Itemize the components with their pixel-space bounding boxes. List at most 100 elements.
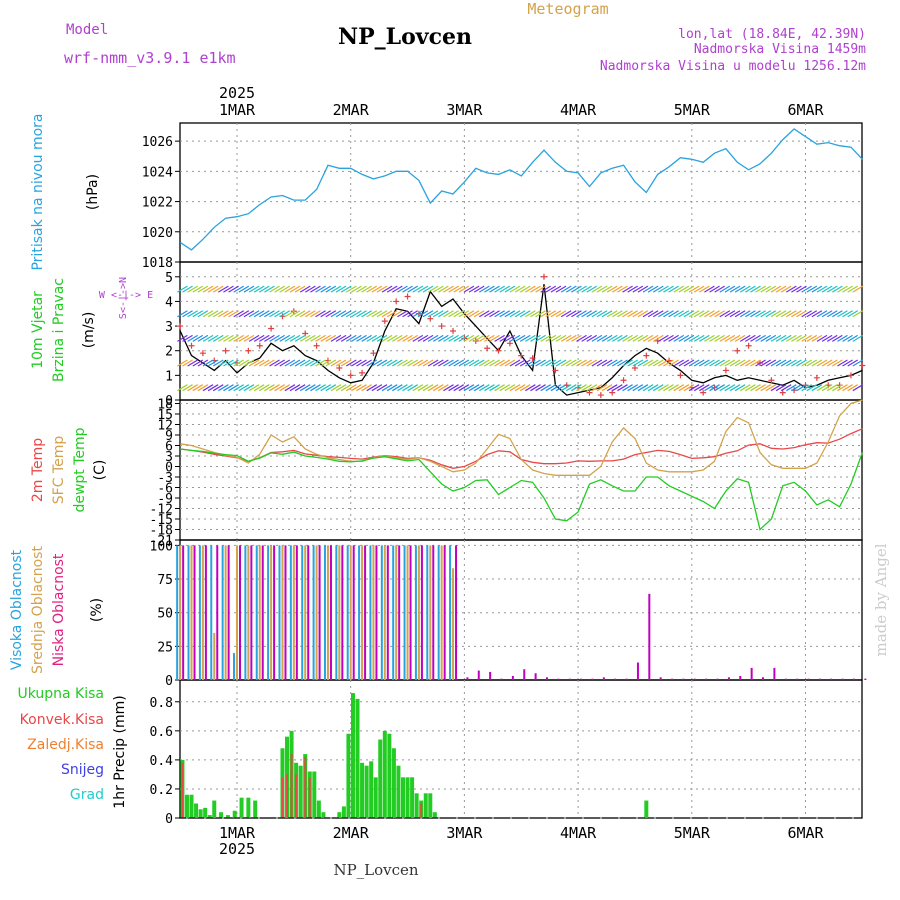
wind-barb (427, 285, 439, 293)
wind-barb (617, 310, 628, 318)
wind-barb (652, 334, 664, 342)
precip-bar (194, 803, 199, 818)
cloud-bar (329, 545, 332, 680)
wind-barb (299, 384, 311, 392)
cloud-bar (210, 545, 213, 680)
wind-barb (356, 310, 367, 318)
cloud-bar (403, 545, 406, 680)
wind-barb (729, 310, 741, 318)
wind-barb (801, 285, 812, 293)
y-tick-label: 0.6 (150, 725, 173, 740)
y-tick-label: 0 (165, 461, 173, 476)
wind-barb (192, 359, 204, 367)
wind-barb (734, 359, 746, 367)
wind-barb (750, 359, 761, 367)
wind-barb (765, 310, 777, 318)
station-title: NP_Lovcen (338, 24, 472, 50)
wind-barb (407, 384, 418, 392)
wind-barb (223, 359, 234, 367)
wind-barb (637, 310, 649, 318)
wind-barb (673, 285, 685, 293)
wind-barb (473, 334, 485, 342)
wind-barb (683, 359, 695, 367)
wind-barb (606, 310, 618, 318)
wind-barb (785, 334, 797, 342)
cloud-bar (773, 667, 776, 680)
wind-barb (698, 285, 710, 293)
wind-barb (330, 334, 342, 342)
panels: 10181020102210241026012345-21-18-15-12-9… (142, 122, 863, 827)
wind-barb (709, 285, 720, 293)
wind-barb (734, 384, 746, 392)
wind-barb (376, 285, 388, 293)
wind-barb (796, 285, 807, 293)
wind-barb (397, 359, 408, 367)
wind-barb (719, 384, 731, 392)
wind-barb (284, 384, 296, 392)
cloud-bar (216, 545, 219, 680)
wind-barb (310, 359, 321, 367)
wind-barb (402, 384, 413, 392)
wind-gust-point (484, 345, 491, 352)
wind-barb (606, 384, 618, 392)
cloud-bar (580, 678, 583, 680)
y-tick-label: 1020 (142, 226, 173, 241)
cloud-bar (375, 545, 378, 680)
wind-barb (550, 359, 562, 367)
series-line-sfc-temp (180, 399, 863, 476)
wind-barb (504, 384, 516, 392)
wind-barb (187, 285, 198, 293)
wind-barb (811, 359, 823, 367)
cloud-bar (261, 545, 264, 680)
wind-barb (223, 334, 234, 342)
wind-barb (509, 310, 521, 318)
wind-barb (386, 334, 398, 342)
cloud-bar (383, 545, 386, 680)
wind-barb (719, 285, 731, 293)
wind-gust-point (495, 347, 502, 354)
y-tick-label: 15 (157, 408, 173, 423)
cloud-bar (830, 678, 833, 680)
wind-barb (468, 310, 480, 318)
model-name: wrf-nmm_v3.9.1 e1km (64, 49, 236, 67)
wind-barb (484, 384, 495, 392)
wind-barb (197, 384, 209, 392)
wind-barb (591, 285, 603, 293)
wind-barb (530, 384, 541, 392)
precip-bar (308, 777, 311, 818)
wind-barb (412, 334, 424, 342)
wind-barb (212, 359, 224, 367)
wind-barb (182, 334, 193, 342)
wind-barb (258, 359, 270, 367)
wind-barb (550, 384, 562, 392)
wind-barb (269, 310, 280, 318)
cloud-bar (369, 545, 372, 680)
wind-barb (315, 334, 326, 342)
cloud-ylabels: Visoka Oblacnost Srednja Oblacnost Niska… (9, 546, 105, 674)
temp-ylabel-1: 2m Temp (30, 438, 46, 502)
cloud-bar (233, 653, 235, 680)
wind-barb (489, 310, 500, 318)
wind-barb (453, 310, 465, 318)
wind-barb (571, 359, 582, 367)
wind-barb (197, 285, 209, 293)
wind-barb (432, 310, 444, 318)
wind-gust-point (609, 389, 616, 396)
wind-barb (770, 310, 782, 318)
wind-barb (356, 384, 367, 392)
wind-barb (345, 334, 357, 342)
y-tick-label: 1022 (142, 196, 173, 211)
precip-legend-snow: Snijeg (61, 762, 104, 778)
wind-barb (305, 384, 316, 392)
wind-barb (197, 334, 209, 342)
wind-barb (760, 334, 772, 342)
wind-barb (381, 384, 393, 392)
wind-barb (243, 310, 255, 318)
cloud-bar (284, 545, 287, 680)
pressure-ylabel-1: Pritisak na nivou mora (30, 113, 46, 270)
wind-barb (698, 334, 710, 342)
wind-barb (412, 359, 424, 367)
wind-barb (458, 310, 470, 318)
y-tick-label: 1018 (142, 256, 173, 271)
cloud-bar (292, 545, 295, 680)
